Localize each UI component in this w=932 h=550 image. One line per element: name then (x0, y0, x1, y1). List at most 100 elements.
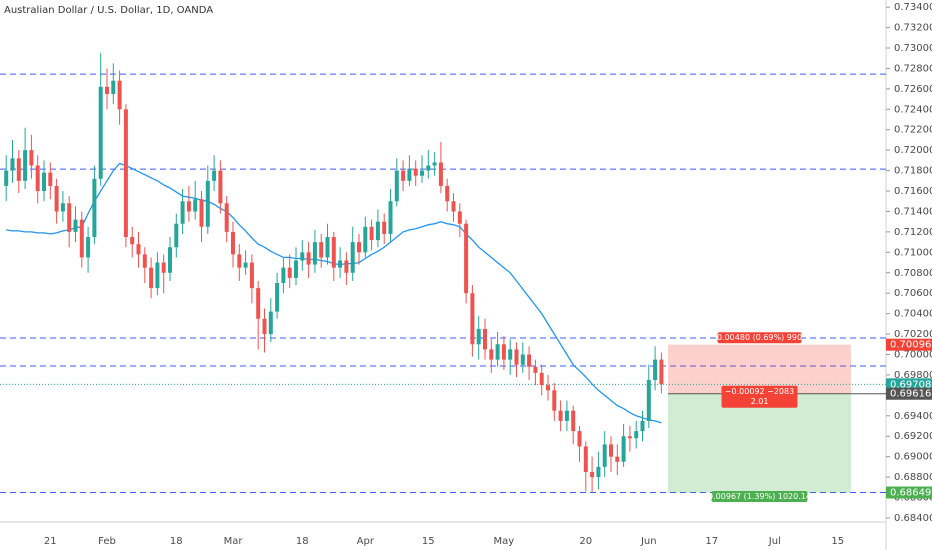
candle-body (23, 150, 28, 181)
candle-body (464, 223, 469, 294)
x-tick-label: May (494, 536, 515, 547)
candle-body (111, 80, 116, 94)
y-tick-label: 0.73000 (894, 43, 932, 54)
mid-label-box (721, 385, 798, 408)
y-tick-label: 0.72000 (894, 145, 932, 156)
candle-body (199, 199, 204, 227)
entry-price-flag (886, 387, 932, 400)
y-tick-label: 0.69400 (894, 411, 932, 422)
candle-body (514, 349, 519, 365)
candle-body (350, 242, 355, 273)
candle-body (243, 262, 248, 268)
candle-body (615, 456, 620, 462)
candle-body (432, 162, 437, 166)
candle-body (653, 359, 658, 381)
candle-body (394, 170, 399, 202)
candle-body (533, 366, 538, 373)
candle-body (420, 170, 424, 176)
candle-body (627, 436, 632, 439)
y-tick-label: 0.69800 (894, 370, 932, 381)
candle-body (294, 260, 298, 278)
y-tick-label: 0.69200 (894, 431, 932, 442)
candle-body (193, 199, 198, 212)
candle-body (142, 254, 147, 268)
candle-body (306, 252, 311, 265)
candle-body (659, 359, 664, 385)
candle-body (130, 237, 135, 245)
x-tick-label: 21 (44, 536, 57, 547)
candle-body (10, 158, 15, 171)
candle-body (86, 237, 91, 258)
candle-body (92, 178, 97, 238)
entry-price: 0.69616 (890, 389, 931, 400)
candle-body (155, 262, 160, 289)
candle-body (520, 354, 525, 365)
x-tick-label: 15 (831, 536, 844, 547)
ratio-label: 2.01 (751, 397, 769, 406)
y-tick-label: 0.72400 (894, 104, 932, 115)
candle-body (4, 170, 9, 186)
candle-body (621, 436, 626, 462)
candle-body (73, 219, 78, 232)
candle-body (117, 80, 122, 110)
candle-body (180, 201, 185, 224)
candle-body (275, 282, 280, 312)
candle-body (438, 162, 443, 186)
x-tick-label: 15 (422, 536, 435, 547)
candle-body (218, 170, 223, 204)
x-tick-label: 18 (170, 536, 183, 547)
last-price: 0.69708 (890, 379, 931, 390)
candle-body (338, 260, 343, 268)
stop-zone (668, 344, 851, 394)
y-tick-label: 0.72600 (894, 84, 932, 95)
target-price-flag (886, 486, 932, 499)
y-tick-label: 0.71200 (894, 227, 932, 238)
target-zone (668, 393, 851, 493)
candle-body (224, 203, 229, 232)
y-tick-label: 0.73400 (894, 2, 932, 13)
x-tick-label: Apr (357, 536, 375, 547)
candle-body (489, 349, 494, 360)
candle-body (105, 86, 109, 94)
candle-body (205, 180, 210, 227)
last-price-flag (886, 378, 932, 391)
candle-body (262, 318, 267, 335)
y-tick-label: 0.70000 (894, 349, 932, 360)
candle-body (174, 223, 179, 248)
candle-body (161, 262, 166, 273)
candle-body (413, 168, 418, 176)
x-tick-label: Mar (224, 536, 244, 547)
candle-body (149, 267, 154, 289)
stop-label-box (717, 332, 802, 344)
candle-body (54, 185, 59, 212)
stop-label: 0.00480 (0.69%) 990 (717, 333, 802, 342)
candle-body (67, 203, 72, 232)
x-tick-label: Jul (768, 536, 781, 547)
x-tick-label: 17 (705, 536, 718, 547)
candle-body (331, 237, 336, 268)
candle-body (407, 168, 412, 181)
candle-body (476, 328, 481, 345)
candle-body (552, 390, 557, 411)
candle-body (426, 165, 431, 171)
candle-body (249, 262, 254, 289)
y-tick-label: 0.71400 (894, 206, 932, 217)
y-tick-label: 0.71600 (894, 186, 932, 197)
candle-body (186, 201, 191, 212)
candle-body (527, 354, 532, 367)
candle-body (212, 170, 217, 181)
x-tick-label: Jun (640, 536, 657, 547)
candle-body (287, 267, 292, 278)
candle-body (369, 226, 374, 241)
y-tick-label: 0.73200 (894, 23, 932, 34)
candle-body (325, 237, 330, 258)
candle-body (609, 444, 613, 457)
y-tick-label: 0.72200 (894, 125, 932, 136)
x-tick-label: Feb (98, 536, 116, 547)
candle-body (344, 260, 349, 273)
candle-body (483, 328, 487, 350)
x-tick-label: 20 (579, 536, 592, 547)
candle-body (457, 211, 462, 224)
candle-body (29, 150, 34, 166)
candle-body (319, 242, 324, 258)
